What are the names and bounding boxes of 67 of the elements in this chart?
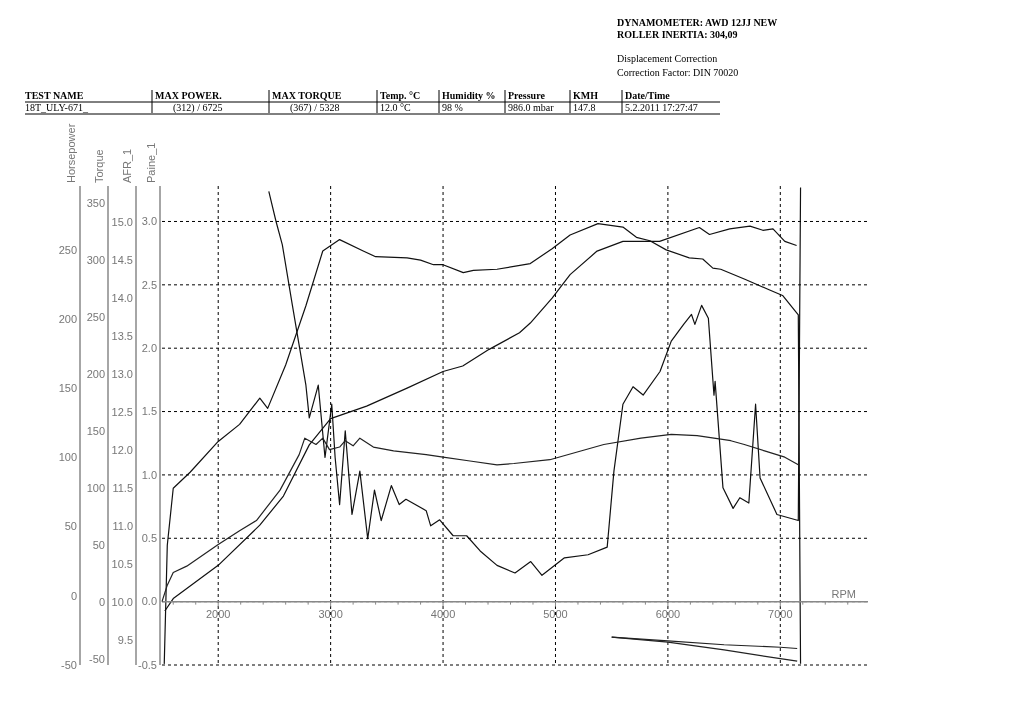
y2-axis-title: Torque [93,149,105,183]
y3-tick-label: 11.0 [112,519,133,532]
y-tick-label: 150 [58,381,77,394]
text: Temp. °C [380,90,421,101]
text: KMH [573,90,599,101]
y2-tick-label: 200 [86,368,105,381]
y-tick-label: 1.5 [141,405,157,418]
y-tick-label: 200 [58,312,77,325]
y-tick-label: 3.0 [141,215,157,228]
text: 5.2.2011 17:27:47 [625,102,698,113]
y-tick-label: 250 [58,243,77,256]
text: (312) / 6725 [173,102,223,114]
y2-tick-label: 50 [92,539,105,552]
text: MAX POWER. [155,90,223,101]
y-tick-label: 0 [70,589,77,602]
text: Date/Time [625,90,671,101]
text: MAX TORQUE [272,90,342,101]
x-tick-label: 7000 [768,607,793,620]
y3-axis-title: AFR_1 [121,148,133,183]
text: (367) / 5328 [290,102,340,114]
text: 12.0 °C [380,102,411,113]
y3-tick-label: 10.0 [111,595,133,608]
x-tick-label: 3000 [318,607,343,620]
y2-tick-label: 100 [86,482,105,495]
y3-tick-label: 11.5 [112,481,133,494]
y2-tick-label: 150 [86,425,105,438]
y2-tick-label: 0 [98,596,105,609]
y-tick-label: 50 [64,520,77,533]
y-tick-label: -0.5 [138,658,157,671]
y3-tick-label: 10.5 [111,557,133,570]
y3-tick-label: 13.5 [111,329,133,342]
y2-tick-label: 300 [86,253,105,266]
y2-tick-label: -50 [89,653,105,666]
text: 147.8 [573,102,596,113]
x-tick-label: 2000 [205,607,231,620]
y3-tick-label: 15.0 [111,215,133,228]
x-tick-label: 4000 [430,607,456,620]
y-tick-label: 0.5 [141,532,157,545]
text: ROLLER INERTIA: 304,09 [617,29,738,40]
text: 98 % [442,102,463,113]
y-axis-title: Paine_1 [145,142,157,183]
y2-tick-label: 350 [86,196,105,209]
y-tick-label: 100 [58,451,77,464]
y-tick-label: -50 [61,658,77,671]
text: Correction Factor: DIN 70020 [617,67,739,78]
x-tick-label: 6000 [655,607,681,620]
text: Displacement Correction [617,53,718,64]
y2-tick-label: 250 [86,311,105,323]
y3-tick-label: 9.5 [117,633,133,646]
y-axis-title: Horsepower [65,123,77,183]
y-tick-label: 2.0 [141,342,157,355]
y3-tick-label: 12.5 [111,405,133,418]
text: 986.0 mbar [508,102,555,113]
y-tick-label: 2.5 [141,278,157,291]
x-tick-label: 5000 [543,607,568,620]
y3-tick-label: 14.5 [111,253,133,266]
y3-tick-label: 12.0 [111,443,133,456]
y-tick-label: 1.0 [141,468,157,481]
y3-tick-label: 13.0 [111,367,133,380]
x-axis-title: RPM [831,587,856,600]
y3-tick-label: 14.0 [111,291,133,304]
text: Pressure [508,90,546,101]
text: TEST NAME [25,90,84,101]
text: Humidity % [442,90,496,101]
text: 18T_ULY-671_ [25,102,89,113]
y-tick-label: 0.0 [141,595,157,608]
text: DYNAMOMETER: AWD 12JJ NEW [617,17,778,28]
